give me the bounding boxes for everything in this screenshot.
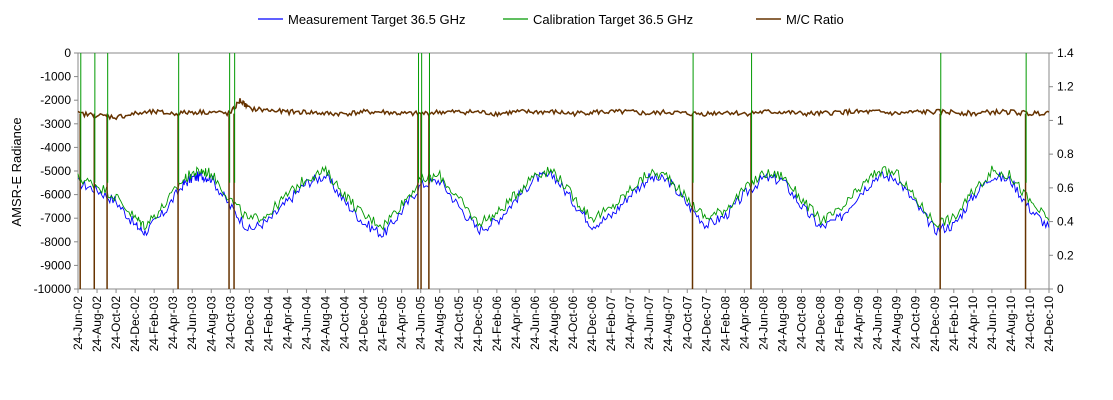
y-right-tick-label: 0.2	[1057, 248, 1074, 262]
y-left-tick-label: -6000	[40, 188, 71, 202]
x-tick-label: 24-Apr-04	[280, 296, 294, 350]
x-tick-label: 24-Feb-07	[604, 296, 618, 352]
x-tick-label: 24-Dec-10	[1042, 296, 1056, 352]
x-tick-label: 24-Aug-06	[547, 296, 561, 352]
y-right-tick-label: 0	[1057, 282, 1064, 296]
x-tick-label: 24-Apr-06	[509, 296, 523, 350]
y-right-tick-label: 0.4	[1057, 215, 1074, 229]
x-tick-label: 24-Jun-02	[71, 296, 85, 350]
x-tick-label: 24-Oct-05	[452, 296, 466, 350]
x-tick-label: 24-Aug-09	[890, 296, 904, 352]
y-left-tick-label: -2000	[40, 93, 71, 107]
x-tick-label: 24-Jun-09	[871, 296, 885, 350]
series-line-1	[77, 165, 1050, 231]
x-tick-label: 24-Feb-09	[833, 296, 847, 352]
y-left-tick-label: -9000	[40, 258, 71, 272]
x-tick-label: 24-Dec-02	[128, 296, 142, 352]
y-right-tick-label: 1.2	[1057, 80, 1074, 94]
y-right-tick-label: 0.6	[1057, 181, 1074, 195]
series-layer	[77, 53, 1050, 289]
y-axis-left: 0 -1000 -2000 -3000 -4000 -5000 -6000 -7000 -800…	[34, 46, 78, 296]
x-tick-label: 24-Aug-08	[775, 296, 789, 352]
x-tick-label: 24-Feb-08	[718, 296, 732, 352]
x-tick-label: 24-Oct-07	[680, 296, 694, 350]
x-tick-label: 24-Dec-08	[814, 296, 828, 352]
y-left-tick-label: -4000	[40, 140, 71, 154]
y-left-tick-label: 0	[64, 46, 71, 60]
y-left-tick-label: -8000	[40, 235, 71, 249]
x-tick-label: 24-Apr-03	[166, 296, 180, 350]
legend-label-calibration: Calibration Target 36.5 GHz	[533, 12, 693, 27]
x-tick-label: 24-Dec-09	[928, 296, 942, 352]
y-right-tick-label: 1	[1057, 113, 1064, 127]
x-tick-label: 24-Feb-06	[490, 296, 504, 352]
x-tick-label: 24-Dec-06	[585, 296, 599, 352]
x-tick-label: 24-Aug-05	[433, 296, 447, 352]
x-tick-label: 24-Oct-08	[794, 296, 808, 350]
y-right-tick-label: 0.8	[1057, 147, 1074, 161]
y-left-tick-label: -5000	[40, 164, 71, 178]
y-axis-right: 1.4 1.2 1 0.8 0.6 0.4 0.2 0	[1049, 46, 1074, 296]
x-tick-label: 24-Aug-03	[204, 296, 218, 352]
x-tick-label: 24-Aug-07	[661, 296, 675, 352]
x-tick-label: 24-Aug-02	[90, 296, 104, 352]
x-tick-label: 24-Dec-03	[242, 296, 256, 352]
x-tick-label: 24-Feb-10	[947, 296, 961, 352]
x-tick-label: 24-Oct-03	[223, 296, 237, 350]
x-tick-label: 24-Jun-08	[756, 296, 770, 350]
x-tick-label: 24-Dec-07	[699, 296, 713, 352]
x-tick-label: 24-Feb-05	[376, 296, 390, 352]
x-tick-label: 24-Jun-05	[414, 296, 428, 350]
x-tick-label: 24-Dec-04	[357, 296, 371, 352]
legend-label-ratio: M/C Ratio	[786, 12, 844, 27]
plot-area	[77, 52, 1050, 290]
x-tick-label: 24-Jun-03	[185, 296, 199, 350]
x-tick-label: 24-Aug-04	[319, 296, 333, 352]
series-line-0	[77, 170, 1050, 238]
x-tick-label: 24-Oct-06	[566, 296, 580, 350]
y-left-tick-label: -3000	[40, 117, 71, 131]
x-tick-label: 24-Oct-02	[109, 296, 123, 350]
x-tick-label: 24-Apr-08	[737, 296, 751, 350]
y-right-tick-label: 1.4	[1057, 46, 1074, 60]
y-left-tick-label: -1000	[40, 70, 71, 84]
x-tick-label: 24-Apr-09	[852, 296, 866, 350]
x-tick-label: 24-Apr-10	[966, 296, 980, 350]
x-tick-label: 24-Apr-07	[623, 296, 637, 350]
x-tick-label: 24-Jun-06	[528, 296, 542, 350]
x-tick-label: 24-Apr-05	[395, 296, 409, 350]
x-tick-label: 24-Oct-04	[338, 296, 352, 350]
x-tick-label: 24-Feb-03	[147, 296, 161, 352]
x-tick-label: 24-Oct-09	[909, 296, 923, 350]
y-left-tick-label: -10000	[34, 282, 72, 296]
y-left-tick-label: -7000	[40, 211, 71, 225]
x-tick-label: 24-Dec-05	[471, 296, 485, 352]
legend-label-measurement: Measurement Target 36.5 GHz	[288, 12, 466, 27]
legend: Measurement Target 36.5 GHz Calibration …	[258, 12, 844, 27]
y-axis-title: AMSR-E Radiance	[9, 117, 24, 226]
x-tick-label: 24-Jun-04	[299, 296, 313, 350]
x-axis: 24-Jun-02 24-Aug-02 24-Oct-02 24-Dec-02 24-F…	[71, 289, 1056, 352]
x-tick-label: 24-Jun-07	[642, 296, 656, 350]
x-tick-label: 24-Aug-10	[1004, 296, 1018, 352]
x-tick-label: 24-Oct-10	[1023, 296, 1037, 350]
series-line-2	[77, 98, 1050, 121]
x-tick-label: 24-Feb-04	[261, 296, 275, 352]
x-tick-label: 24-Jun-10	[985, 296, 999, 350]
